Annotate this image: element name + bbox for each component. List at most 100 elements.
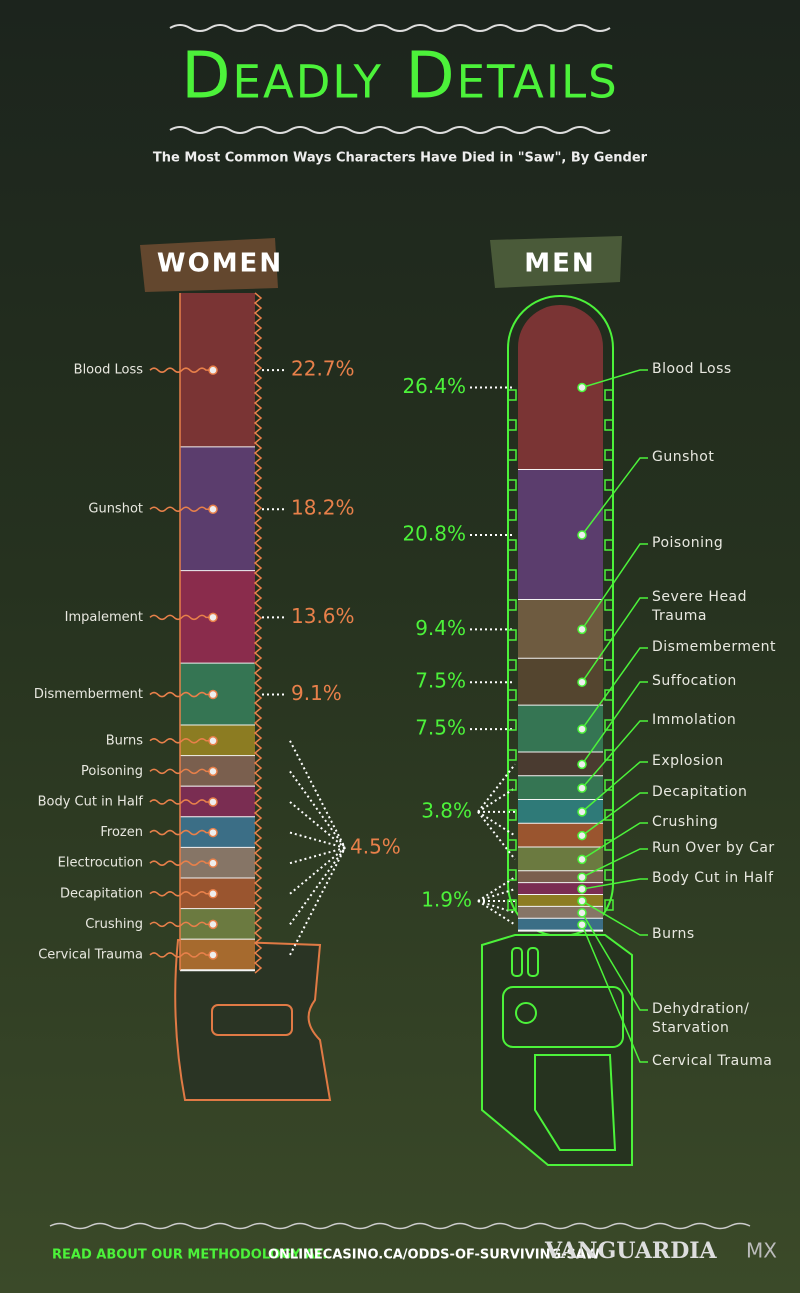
value-leader: [477, 899, 516, 914]
bar-segment: [518, 776, 603, 800]
category-label: Body Cut in Half: [652, 870, 774, 886]
category-label: Poisoning: [652, 535, 724, 551]
bar-stack: [518, 305, 603, 932]
bar-segment: [518, 883, 603, 895]
leader: [581, 792, 648, 837]
bar-segment: [518, 600, 603, 659]
chainsaw-body: [481, 934, 633, 1166]
chain-tooth: [507, 599, 517, 611]
leader: [149, 691, 213, 698]
category-label: Burns: [652, 926, 695, 942]
dot: [577, 382, 587, 393]
chain-tooth: [604, 779, 614, 791]
value-label: 7.5%: [415, 669, 466, 693]
brush-bg: [140, 238, 278, 292]
title-rule: [169, 126, 611, 134]
leader: [149, 768, 213, 775]
value-label: 4.5%: [350, 834, 401, 858]
bar-segment: [518, 800, 603, 824]
leader: [581, 848, 648, 878]
value-label: 9.1%: [291, 681, 342, 705]
chain-tooth: [507, 899, 517, 911]
marks: Blood Loss Gunshot Impalement Dismemberment…: [34, 292, 648, 1063]
value-leader: [289, 847, 346, 925]
footer-text: READ ABOUT OUR METHODOLOGY AT:: [52, 1248, 327, 1263]
leader: [581, 681, 648, 765]
category-label: Severe Head Trauma: [652, 589, 748, 624]
chain-tooth: [604, 599, 614, 611]
dot: [577, 783, 587, 793]
value-leader: [477, 763, 516, 813]
leader: [149, 367, 213, 373]
chainsaw-grip: [534, 1054, 617, 1151]
chart-title: MEN: [524, 249, 595, 279]
dot: [577, 807, 587, 817]
category-label: Frozen: [100, 825, 143, 840]
category-label: Gunshot: [652, 449, 715, 465]
chain-tooth: [507, 749, 517, 761]
saw-handle: [174, 938, 332, 1101]
dot: [577, 530, 587, 540]
chain-tooth: [604, 389, 614, 401]
bar-segment: [518, 918, 603, 931]
chain-tooth: [507, 809, 517, 821]
bar-segment: [518, 823, 603, 848]
chain-tooth: [604, 689, 614, 701]
value-leader: [477, 811, 516, 837]
category-label: Suffocation: [652, 673, 737, 689]
dot: [577, 884, 587, 894]
leader: [581, 878, 648, 890]
title: Deadly Details: [181, 40, 618, 114]
value-leader: [477, 888, 516, 902]
category-label: Cervical Trauma: [38, 947, 143, 962]
title-rule: [169, 24, 611, 32]
chain-tooth: [604, 539, 614, 551]
category-label: Dismemberment: [652, 639, 776, 655]
value-leader: [289, 770, 346, 849]
leader: [581, 597, 648, 683]
dot: [208, 950, 218, 960]
value-leader: [289, 801, 346, 849]
bar-segment: [518, 305, 603, 470]
chain-tooth: [604, 479, 614, 491]
leader: [149, 614, 213, 621]
chain-tooth: [604, 629, 614, 641]
chain-tooth: [507, 449, 517, 461]
category-label: Burns: [106, 733, 144, 748]
brand-suffix: MX: [746, 1239, 777, 1263]
saw-grip: [211, 1004, 293, 1036]
category-label: Electrocution: [58, 856, 143, 871]
chain-tooth: [507, 419, 517, 431]
chain-tooth: [604, 569, 614, 581]
bar-segment: [518, 847, 603, 872]
chain-tooth: [507, 539, 517, 551]
chain-tooth: [507, 869, 517, 881]
dot: [577, 724, 587, 734]
chain-tooth: [507, 659, 517, 671]
leader: [149, 829, 213, 836]
leader: [581, 761, 648, 813]
category-label: Crushing: [652, 814, 719, 830]
footer-link[interactable]: ONLINECASINO.CA/ODDS-OF-SURVIVING-SAW: [268, 1248, 600, 1263]
dot: [577, 919, 587, 930]
chart-title: WOMEN: [157, 249, 283, 279]
bar-segment: [518, 752, 603, 777]
category-label: Body Cut in Half: [38, 794, 144, 809]
category-label: Immolation: [652, 712, 737, 728]
value-leader: [289, 740, 346, 849]
chain-tooth: [507, 779, 517, 791]
value-leader: [477, 876, 516, 902]
leader: [581, 822, 648, 861]
chain-tooth: [604, 659, 614, 671]
leader: [149, 799, 213, 805]
chain-tooth: [604, 869, 614, 881]
category-label: Dismemberment: [34, 687, 143, 702]
dot: [208, 736, 218, 746]
category-label: Blood Loss: [74, 363, 144, 378]
leader: [581, 912, 648, 1011]
chain-tooth: [507, 689, 517, 701]
chain-tooth: [507, 719, 517, 731]
category-label: Dehydration/ Starvation: [652, 1001, 750, 1036]
